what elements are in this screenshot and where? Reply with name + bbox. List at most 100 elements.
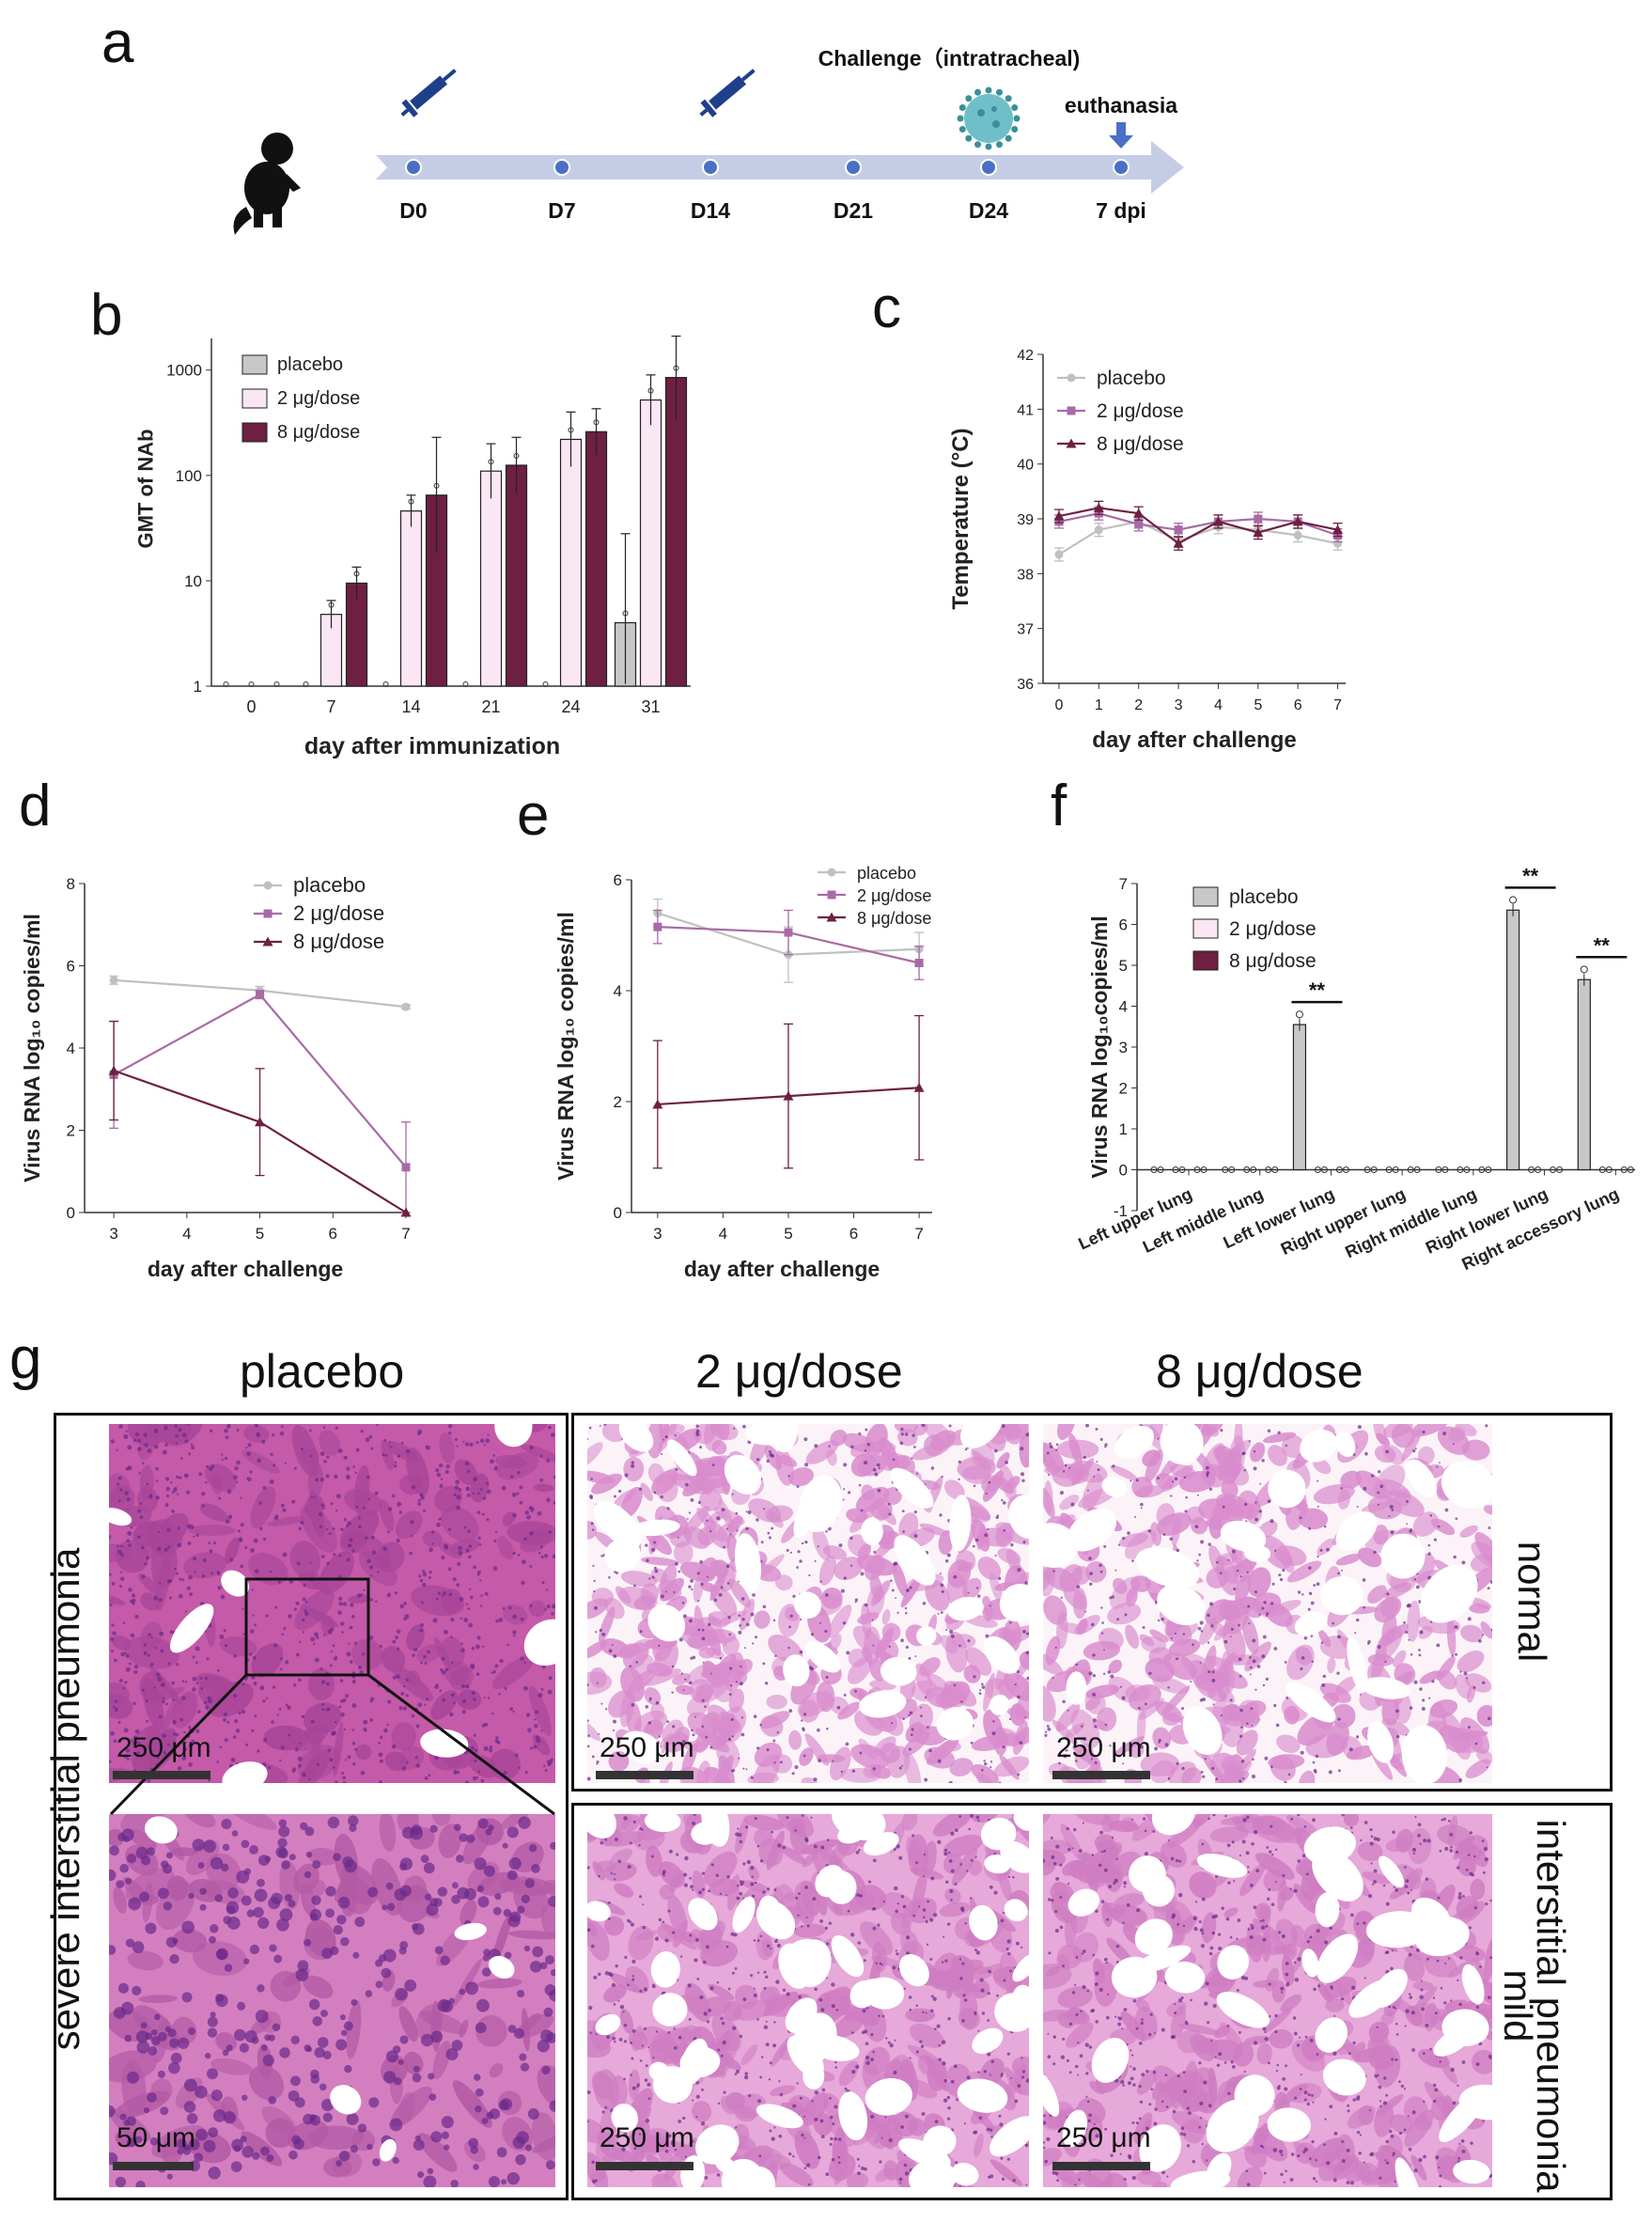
cell-nucleus: [1167, 1686, 1169, 1688]
cell-nucleus: [930, 2009, 934, 2012]
cell-nucleus: [472, 1647, 475, 1650]
cell-nucleus: [348, 1643, 350, 1645]
cell-nucleus: [683, 1614, 687, 1618]
cell-nucleus: [1024, 1581, 1027, 1584]
cell-nucleus: [942, 1590, 944, 1593]
cell-nucleus: [521, 1618, 524, 1621]
cell-nucleus: [827, 1839, 830, 1841]
cell-nucleus: [1196, 1559, 1198, 1561]
cell-nucleus: [206, 1465, 209, 1468]
legend-label: 8 μg/dose: [293, 930, 384, 953]
cell-nucleus: [912, 1729, 914, 1731]
cell-nucleus: [1007, 2053, 1010, 2056]
cell-nucleus: [1211, 1679, 1215, 1682]
x-tick-label: 4: [182, 1225, 191, 1243]
cell-nucleus: [678, 2036, 682, 2040]
cell-nucleus: [873, 1858, 877, 1862]
cell-nucleus: [486, 2112, 493, 2120]
cell-nucleus: [504, 1687, 507, 1690]
timeline-day-label: D21: [834, 198, 873, 223]
cell-nucleus: [600, 1703, 602, 1705]
cell-nucleus: [250, 1548, 255, 1553]
cell-nucleus: [904, 1988, 906, 1990]
cell-nucleus: [442, 1698, 445, 1702]
cell-nucleus: [172, 1698, 175, 1701]
cell-nucleus: [990, 2136, 993, 2138]
cell-nucleus: [654, 1567, 657, 1570]
cell-nucleus: [612, 1983, 616, 1987]
cell-nucleus: [323, 2113, 333, 2122]
virus-spike: [1005, 135, 1012, 142]
cell-nucleus: [548, 1427, 551, 1430]
cell-nucleus: [430, 2131, 442, 2142]
cell-nucleus: [383, 1729, 388, 1733]
legend-swatch: [1193, 887, 1218, 906]
cell-nucleus: [468, 1556, 472, 1559]
cell-nucleus: [912, 1433, 914, 1436]
cell-nucleus: [147, 2092, 157, 2103]
cell-nucleus: [200, 1687, 203, 1690]
cell-nucleus: [947, 2106, 951, 2110]
cell-nucleus: [210, 1924, 218, 1933]
cell-nucleus: [543, 2008, 553, 2017]
x-tick-label: 0: [1054, 697, 1063, 713]
cell-nucleus: [392, 1745, 397, 1749]
cell-nucleus: [519, 1767, 521, 1769]
cell-nucleus: [1099, 1564, 1101, 1567]
cell-nucleus: [747, 1510, 751, 1514]
cell-nucleus: [437, 1473, 442, 1478]
cell-nucleus: [510, 1912, 522, 1923]
cell-nucleus: [193, 1557, 196, 1560]
cell-nucleus: [659, 1918, 662, 1921]
cell-nucleus: [466, 1549, 470, 1553]
cell-nucleus: [1091, 1623, 1094, 1626]
cell-nucleus: [1147, 1529, 1151, 1533]
cell-nucleus: [330, 1664, 333, 1666]
cell-nucleus: [747, 1860, 751, 1864]
legend-swatch: [1193, 951, 1218, 970]
cell-nucleus: [397, 1455, 400, 1458]
cell-nucleus: [303, 2114, 313, 2124]
cell-nucleus: [340, 1713, 345, 1717]
cell-nucleus: [386, 2050, 398, 2062]
cell-nucleus: [480, 1594, 483, 1597]
cell-nucleus: [761, 2056, 763, 2058]
cell-nucleus: [334, 1925, 343, 1934]
cell-nucleus: [118, 1424, 123, 1429]
cell-nucleus: [331, 1651, 333, 1652]
cell-nucleus: [341, 1631, 344, 1634]
cell-nucleus: [1022, 1541, 1025, 1543]
cell-nucleus: [923, 1875, 925, 1877]
cell-nucleus: [977, 2071, 980, 2073]
cell-nucleus: [1282, 1569, 1285, 1572]
cell-nucleus: [326, 1456, 329, 1459]
cell-nucleus: [898, 1856, 902, 1860]
x-axis-label: day after challenge: [1092, 728, 1296, 753]
cell-nucleus: [777, 1944, 781, 1948]
cell-nucleus: [672, 1725, 675, 1728]
timeline-day-label: D7: [548, 198, 575, 223]
cell-nucleus: [692, 2100, 694, 2102]
cell-nucleus: [1419, 1630, 1423, 1634]
cell-nucleus: [1473, 1686, 1476, 1689]
cell-nucleus: [592, 1565, 594, 1567]
cell-nucleus: [340, 1937, 350, 1947]
cell-nucleus: [264, 2034, 271, 2041]
cell-nucleus: [544, 1608, 547, 1611]
cell-nucleus: [846, 1651, 849, 1654]
cell-nucleus: [1454, 1625, 1457, 1629]
cell-nucleus: [188, 1452, 191, 1455]
cell-nucleus: [632, 2087, 636, 2090]
cell-nucleus: [604, 1839, 607, 1841]
cell-nucleus: [702, 1637, 706, 1641]
cell-nucleus: [911, 1457, 912, 1459]
cell-nucleus: [208, 2027, 217, 2037]
cell-nucleus: [413, 2073, 422, 2083]
cell-nucleus: [213, 2109, 226, 2122]
timeline-arrow: [376, 141, 1184, 194]
cell-nucleus: [519, 2054, 526, 2061]
cell-nucleus: [1248, 1622, 1250, 1624]
panel-label-b: b: [90, 282, 122, 349]
cell-nucleus: [796, 2082, 798, 2084]
cell-nucleus: [187, 1587, 191, 1590]
